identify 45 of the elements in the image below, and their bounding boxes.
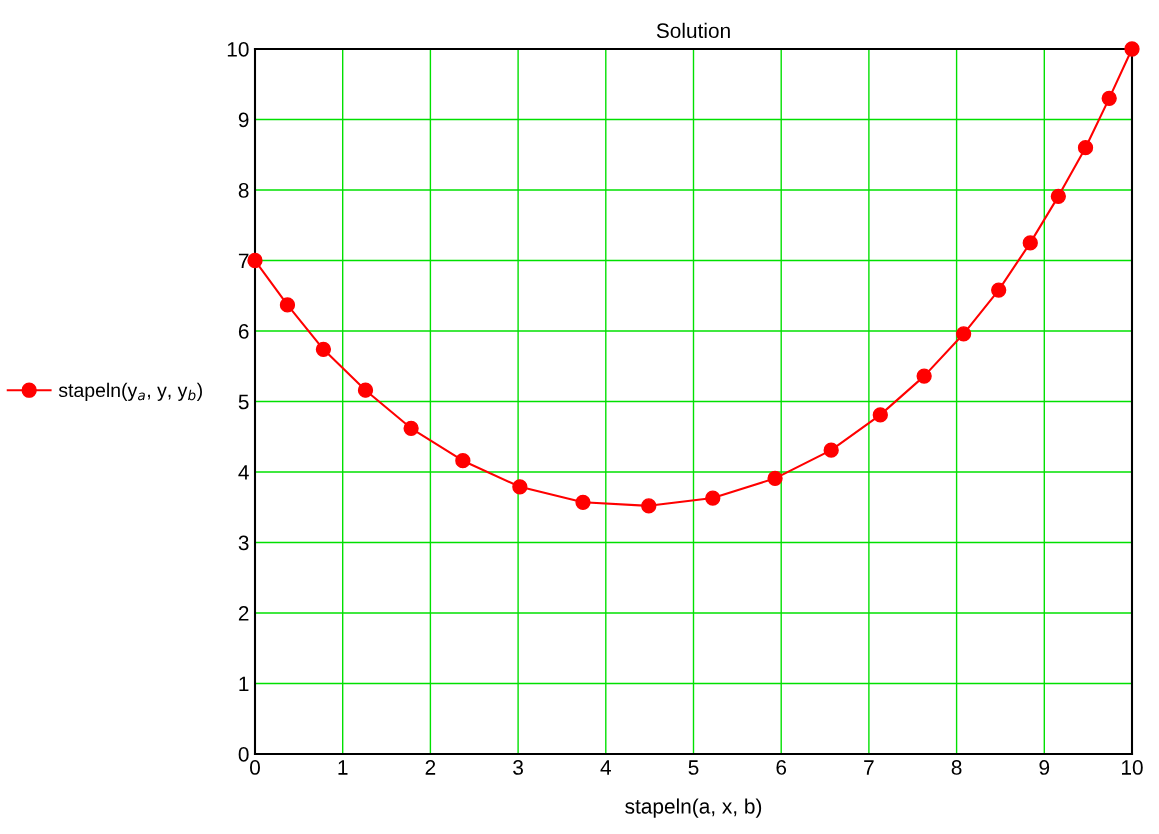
point bbox=[315, 341, 332, 357]
point bbox=[1077, 140, 1094, 156]
y-tick-label: 0 bbox=[238, 747, 249, 762]
point bbox=[767, 470, 783, 486]
y-tick-label: 6 bbox=[238, 324, 249, 339]
point bbox=[641, 498, 657, 514]
y-tick-label: 3 bbox=[238, 535, 249, 551]
point bbox=[512, 479, 528, 495]
point bbox=[455, 453, 471, 469]
point bbox=[1050, 188, 1066, 204]
x-tick-label: 8 bbox=[951, 760, 962, 775]
point bbox=[872, 407, 888, 423]
chart-title: Solution bbox=[656, 22, 730, 39]
point bbox=[279, 297, 296, 313]
x-tick-label: 9 bbox=[1039, 760, 1050, 775]
x-tick-label: 4 bbox=[600, 760, 611, 775]
x-tick-label: 6 bbox=[776, 760, 787, 775]
point bbox=[1124, 41, 1140, 57]
x-tick-label: 7 bbox=[864, 760, 874, 775]
y-tick-label: 2 bbox=[238, 606, 249, 621]
x-tick-label: 10 bbox=[1122, 760, 1143, 775]
legend-label: stapeln(y$_{a}$, y, y$_{b}$) bbox=[58, 382, 202, 401]
point bbox=[705, 490, 721, 506]
point bbox=[1022, 235, 1038, 251]
point bbox=[823, 442, 839, 458]
x-tick-label: 2 bbox=[425, 760, 436, 775]
point bbox=[1101, 90, 1117, 106]
y-tick-label: 8 bbox=[238, 183, 249, 198]
point bbox=[916, 368, 932, 384]
y-tick-label: 1 bbox=[239, 676, 249, 692]
x-tick-label: 3 bbox=[513, 760, 523, 775]
point bbox=[955, 326, 972, 342]
y-tick-label: 7 bbox=[238, 253, 249, 269]
x-axis-title: stapeln(a, x, b) bbox=[625, 798, 762, 818]
x-tick-label: 0 bbox=[250, 760, 260, 775]
y-tick-label: 9 bbox=[238, 112, 249, 128]
y-tick-label: 4 bbox=[238, 465, 249, 480]
y-tick-label: 10 bbox=[227, 42, 249, 57]
y-tick-label: 5 bbox=[238, 394, 249, 410]
x-tick-label: 1 bbox=[338, 760, 348, 775]
point bbox=[357, 382, 374, 398]
point bbox=[403, 420, 419, 436]
point bbox=[991, 282, 1007, 298]
x-tick-label: 5 bbox=[688, 760, 699, 775]
point bbox=[575, 494, 591, 510]
